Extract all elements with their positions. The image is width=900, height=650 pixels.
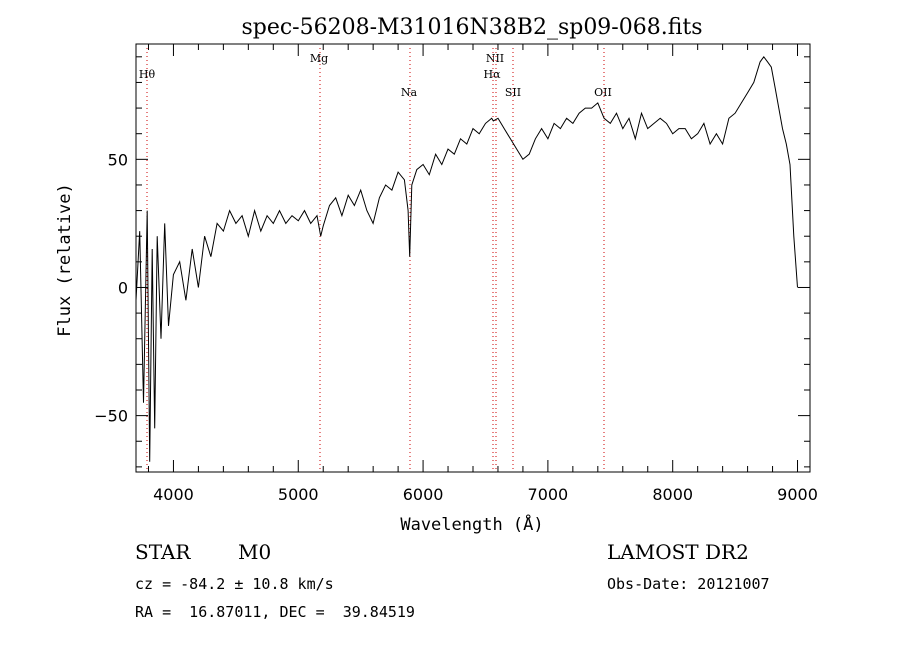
y-axis-label: Flux (relative) xyxy=(55,183,75,337)
y-tick-label: 50 xyxy=(108,150,128,169)
observation-date: Obs-Date: 20121007 xyxy=(607,575,770,593)
spectral-line-label: NII xyxy=(486,52,504,65)
spectral-line-label: Mg xyxy=(310,52,328,65)
spectral-line-label: Hθ xyxy=(139,68,156,81)
spectral-line-label: OII xyxy=(594,86,612,99)
y-tick-label: −50 xyxy=(94,407,128,426)
object-type: STAR xyxy=(135,540,191,564)
survey-name: LAMOST DR2 xyxy=(607,540,749,564)
spectral-line-label: Na xyxy=(401,86,418,99)
x-axis-label: Wavelength (Å) xyxy=(400,513,543,535)
chart-title: spec-56208-M31016N38B2_sp09-068.fits xyxy=(241,15,702,40)
object-subclass: M0 xyxy=(238,540,272,564)
spectral-line-markers: Hθ Mg Na NII Hα SII OII xyxy=(139,48,612,472)
x-tick-label: 7000 xyxy=(528,485,569,504)
x-tick-label: 5000 xyxy=(278,485,319,504)
plot-frame xyxy=(135,43,811,473)
coordinates-readout: RA = 16.87011, DEC = 39.84519 xyxy=(135,603,415,621)
x-tick-label: 6000 xyxy=(403,485,444,504)
x-tick-label: 9000 xyxy=(777,485,818,504)
redshift-readout: cz = -84.2 ± 10.8 km/s xyxy=(135,575,334,593)
y-tick-label: 0 xyxy=(118,278,128,297)
x-tick-label: 4000 xyxy=(153,485,194,504)
x-tick-label: 8000 xyxy=(652,485,693,504)
spectral-line-label: Hα xyxy=(483,68,501,81)
spectral-line-label: SII xyxy=(505,86,521,99)
spectrum-series-line xyxy=(135,55,798,462)
axis-ticks: 4000 5000 6000 7000 8000 9000 −50 0 50 xyxy=(94,44,818,504)
